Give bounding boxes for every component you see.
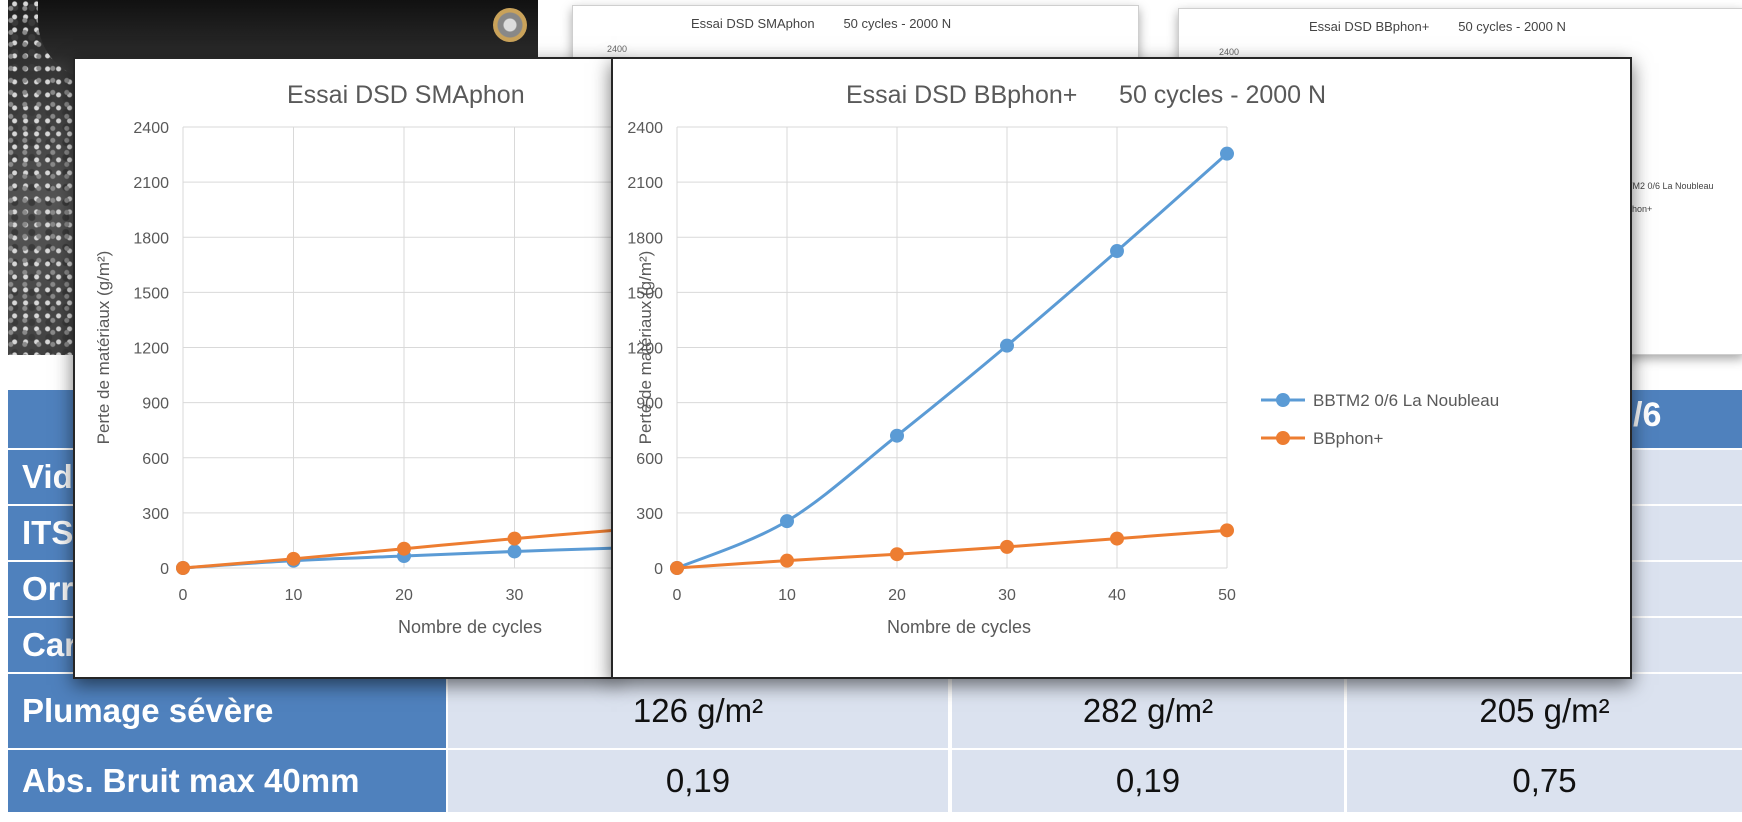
x-tick-label: 40 — [1108, 587, 1126, 604]
data-point — [890, 428, 904, 443]
x-tick-label: 20 — [888, 587, 906, 604]
y-axis-label: Perte de matériaux (g/m²) — [636, 251, 655, 445]
table-row-label: Abs. Bruit max 40mm — [8, 750, 446, 812]
background-y-tick: 2400 — [1219, 47, 1240, 57]
y-tick-label: 900 — [636, 396, 663, 413]
data-point — [397, 541, 411, 556]
y-tick-label: 600 — [636, 451, 663, 468]
data-point — [286, 551, 301, 566]
chart-panel-bbphon: Essai DSD BBphon+ 50 cycles - 2000 N 0 30… — [611, 57, 1632, 679]
x-tick-label: 10 — [285, 587, 303, 604]
y-tick-label: 2400 — [627, 120, 663, 137]
background-legend-entry: phon+ — [1627, 204, 1653, 214]
chart-title: Essai DSD BBphon+ 50 cycles - 2000 N — [846, 81, 1327, 109]
x-tick-label: 10 — [778, 587, 796, 604]
data-point — [780, 514, 794, 529]
x-tick-label: 50 — [1218, 587, 1236, 604]
y-axis-label: Perte de matériaux (g/m²) — [94, 251, 113, 445]
table-cell: 205 g/m² — [1347, 674, 1742, 748]
data-point — [780, 553, 794, 568]
y-tick-label: 1200 — [627, 341, 663, 358]
legend-label: BBTM2 0/6 La Noubleau — [1313, 391, 1499, 410]
y-tick-label: 1800 — [627, 230, 663, 247]
x-axis-label: Nombre de cycles — [887, 617, 1031, 637]
data-point — [507, 544, 522, 559]
x-tick-label: 0 — [673, 587, 682, 604]
y-tick-label: 1500 — [133, 285, 169, 302]
y-tick-label: 300 — [142, 506, 169, 523]
y-tick-label: 900 — [142, 396, 169, 413]
chart-title: Essai DSD SMAphon — [287, 81, 525, 109]
background-chart-title: Essai DSD SMAphon 50 cycles - 2000 N — [691, 16, 952, 31]
legend-marker — [1276, 393, 1290, 407]
smaphon-line-chart: 0 300 600 900 1200 1500 1800 2100 2400 0 10 20 30 Nom… — [94, 120, 615, 637]
y-tick-label: 1200 — [133, 341, 169, 358]
x-axis-label: Nombre de cycles — [398, 617, 542, 637]
background-legend-entry: TM2 0/6 La Noubleau — [1627, 181, 1714, 191]
table-cell: 126 g/m² — [448, 674, 948, 748]
x-tick-label: 30 — [998, 587, 1016, 604]
series-line — [676, 152, 1228, 570]
y-tick-label: 0 — [654, 561, 663, 578]
y-tick-label: 1800 — [133, 230, 169, 247]
data-point — [1110, 244, 1124, 259]
legend-marker — [1276, 431, 1290, 445]
table-cell: 0,19 — [448, 750, 948, 812]
y-tick-label: 600 — [142, 451, 169, 468]
background-y-tick: 2400 — [607, 44, 628, 54]
data-point — [1000, 338, 1014, 353]
table-cell: 0,75 — [1347, 750, 1742, 812]
data-point — [1220, 146, 1234, 161]
bbphon-line-chart: 0 300 600 900 1200 1500 1800 2100 2400 0 10 20 30 40 5… — [627, 120, 1499, 637]
y-tick-label: 1500 — [627, 285, 663, 302]
y-tick-label: 2100 — [627, 175, 663, 192]
table-row-label: Plumage sévère — [8, 674, 446, 748]
x-tick-label: 30 — [506, 587, 524, 604]
chart-panel-smaphon: Essai DSD SMAphon 0 300 600 900 1200 1500 1800… — [73, 57, 617, 679]
x-tick-label: 0 — [179, 587, 188, 604]
table-header-partial-text: /6 — [1633, 396, 1662, 434]
series-line — [676, 528, 1228, 570]
y-tick-label: 0 — [160, 561, 169, 578]
data-point — [507, 531, 522, 546]
y-tick-label: 300 — [636, 506, 663, 523]
y-tick-label: 2100 — [133, 175, 169, 192]
data-point — [176, 561, 190, 575]
data-point — [1220, 523, 1234, 538]
legend-label: BBphon+ — [1313, 429, 1383, 448]
table-cell: 0,19 — [952, 750, 1344, 812]
data-point — [890, 547, 904, 562]
x-tick-label: 20 — [395, 587, 413, 604]
data-point — [1110, 531, 1124, 546]
y-tick-label: 2400 — [133, 120, 169, 137]
background-chart-title: Essai DSD BBphon+ 50 cycles - 2000 N — [1309, 19, 1566, 34]
bolt-image — [493, 8, 527, 42]
data-point — [1000, 539, 1014, 554]
table-cell: 282 g/m² — [952, 674, 1344, 748]
data-point — [670, 561, 684, 575]
